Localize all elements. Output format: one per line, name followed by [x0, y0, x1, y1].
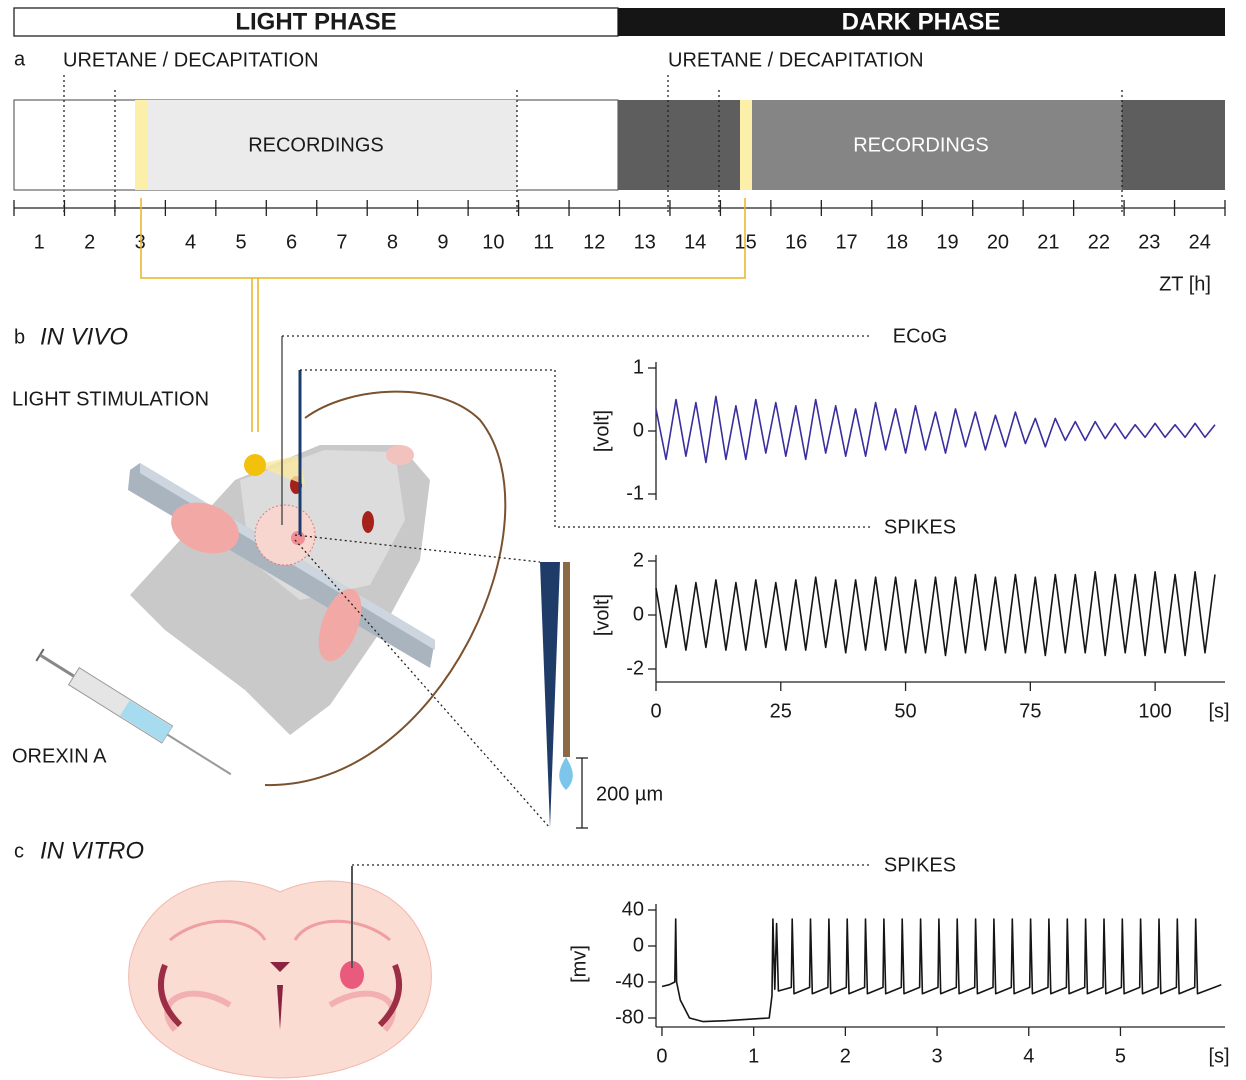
zt-tick-label: 13	[634, 231, 656, 253]
panel-title: IN VIVO	[40, 323, 128, 350]
mouse-illustration-part-part	[40, 655, 74, 676]
x-tick-label: 100	[1138, 700, 1171, 722]
zt-tick-label: 6	[286, 231, 297, 253]
y-tick-label: -40	[615, 970, 644, 992]
chart-title: SPIKES	[884, 854, 956, 876]
zt-tick-label: 12	[583, 231, 605, 253]
light-stimulus	[740, 100, 752, 190]
y-axis-label: [mv]	[568, 945, 590, 983]
x-tick-label: 5	[1115, 1045, 1126, 1067]
y-tick-label: -1	[626, 482, 644, 504]
zt-tick-label: 10	[482, 231, 504, 253]
light-stimulus	[135, 100, 147, 190]
x-tick-label: 75	[1019, 700, 1041, 722]
zt-tick-label: 18	[886, 231, 908, 253]
zt-tick-label: 17	[835, 231, 857, 253]
y-axis-label: [volt]	[591, 410, 613, 452]
zt-tick-label: 11	[533, 231, 554, 253]
page: { "phases": {"light": "LIGHT PHASE", "da…	[0, 0, 1246, 1080]
x-tick-label: 0	[656, 1045, 667, 1067]
zt-tick-label: 2	[84, 231, 95, 253]
zt-tick-label: 9	[437, 231, 448, 253]
x-tick-label: 3	[931, 1045, 942, 1067]
mouse-illustration-part	[559, 757, 573, 790]
panel-title: IN VITRO	[40, 837, 144, 864]
mouse-illustration-part	[386, 445, 414, 465]
zt-label: ZT [h]	[1159, 273, 1211, 295]
event-label: URETANE / DECAPITATION	[668, 49, 924, 71]
brain-slice-part	[129, 881, 432, 1078]
trace	[662, 919, 1221, 1022]
x-axis-label: [s]	[1208, 700, 1229, 722]
mouse-illustration-part	[563, 562, 570, 757]
figure: LIGHT PHASE DARK PHASE a URETANE / DECAP…	[0, 0, 1246, 1080]
zt-tick-label: 23	[1138, 231, 1160, 253]
zt-tick-label: 19	[936, 231, 958, 253]
zt-tick-label: 7	[336, 231, 347, 253]
panel-label: c	[14, 840, 24, 862]
zt-tick-label: 21	[1037, 231, 1059, 253]
y-tick-label: 0	[633, 419, 644, 441]
recordings-label: RECORDINGS	[248, 134, 384, 156]
x-tick-label: 50	[894, 700, 916, 722]
panel-label: a	[14, 48, 26, 70]
zt-tick-label: 8	[387, 231, 398, 253]
mouse-illustration-part	[244, 454, 266, 476]
zt-tick-label: 1	[34, 231, 45, 253]
y-tick-label: 2	[633, 549, 644, 571]
mouse-illustration-part	[255, 505, 315, 565]
x-tick-label: 1	[748, 1045, 759, 1067]
y-tick-label: -80	[615, 1006, 644, 1028]
y-tick-label: 1	[633, 356, 644, 378]
panel-label: b	[14, 326, 25, 348]
zt-tick-label: 24	[1189, 231, 1211, 253]
y-tick-label: 40	[622, 898, 644, 920]
mouse-illustration-part-part	[167, 734, 231, 774]
x-tick-label: 4	[1023, 1045, 1034, 1067]
chart-title: SPIKES	[884, 516, 956, 538]
recordings-label: RECORDINGS	[853, 134, 989, 156]
zt-tick-label: 4	[185, 231, 196, 253]
y-tick-label: 0	[633, 603, 644, 625]
phase-label: DARK PHASE	[842, 8, 1001, 35]
event-label: URETANE / DECAPITATION	[63, 49, 319, 71]
brain-slice	[129, 866, 432, 1078]
mouse-illustration-part	[291, 531, 305, 545]
scale-label: 200 µm	[596, 783, 663, 805]
y-tick-label: 0	[633, 934, 644, 956]
zt-tick-label: 16	[785, 231, 807, 253]
zt-tick-label: 5	[236, 231, 247, 253]
mouse-illustration-part	[362, 511, 374, 533]
trace	[656, 572, 1215, 656]
chart-title: ECoG	[893, 325, 947, 347]
zt-tick-label: 22	[1088, 231, 1110, 253]
y-axis-label: [volt]	[591, 594, 613, 636]
phase-label: LIGHT PHASE	[235, 8, 396, 35]
x-tick-label: 0	[650, 700, 661, 722]
zt-tick-label: 14	[684, 231, 706, 253]
drug-label: OREXIN A	[12, 745, 107, 767]
mouse-illustration-part	[540, 562, 560, 828]
stimulation-label: LIGHT STIMULATION	[12, 388, 209, 410]
trace	[656, 396, 1215, 462]
x-tick-label: 25	[770, 700, 792, 722]
zt-tick-label: 20	[987, 231, 1009, 253]
x-tick-label: 2	[840, 1045, 851, 1067]
zt-tick-label: 3	[135, 231, 146, 253]
y-tick-label: -2	[626, 657, 644, 679]
x-axis-label: [s]	[1208, 1045, 1229, 1067]
stimulus-connectors-part	[252, 278, 258, 432]
